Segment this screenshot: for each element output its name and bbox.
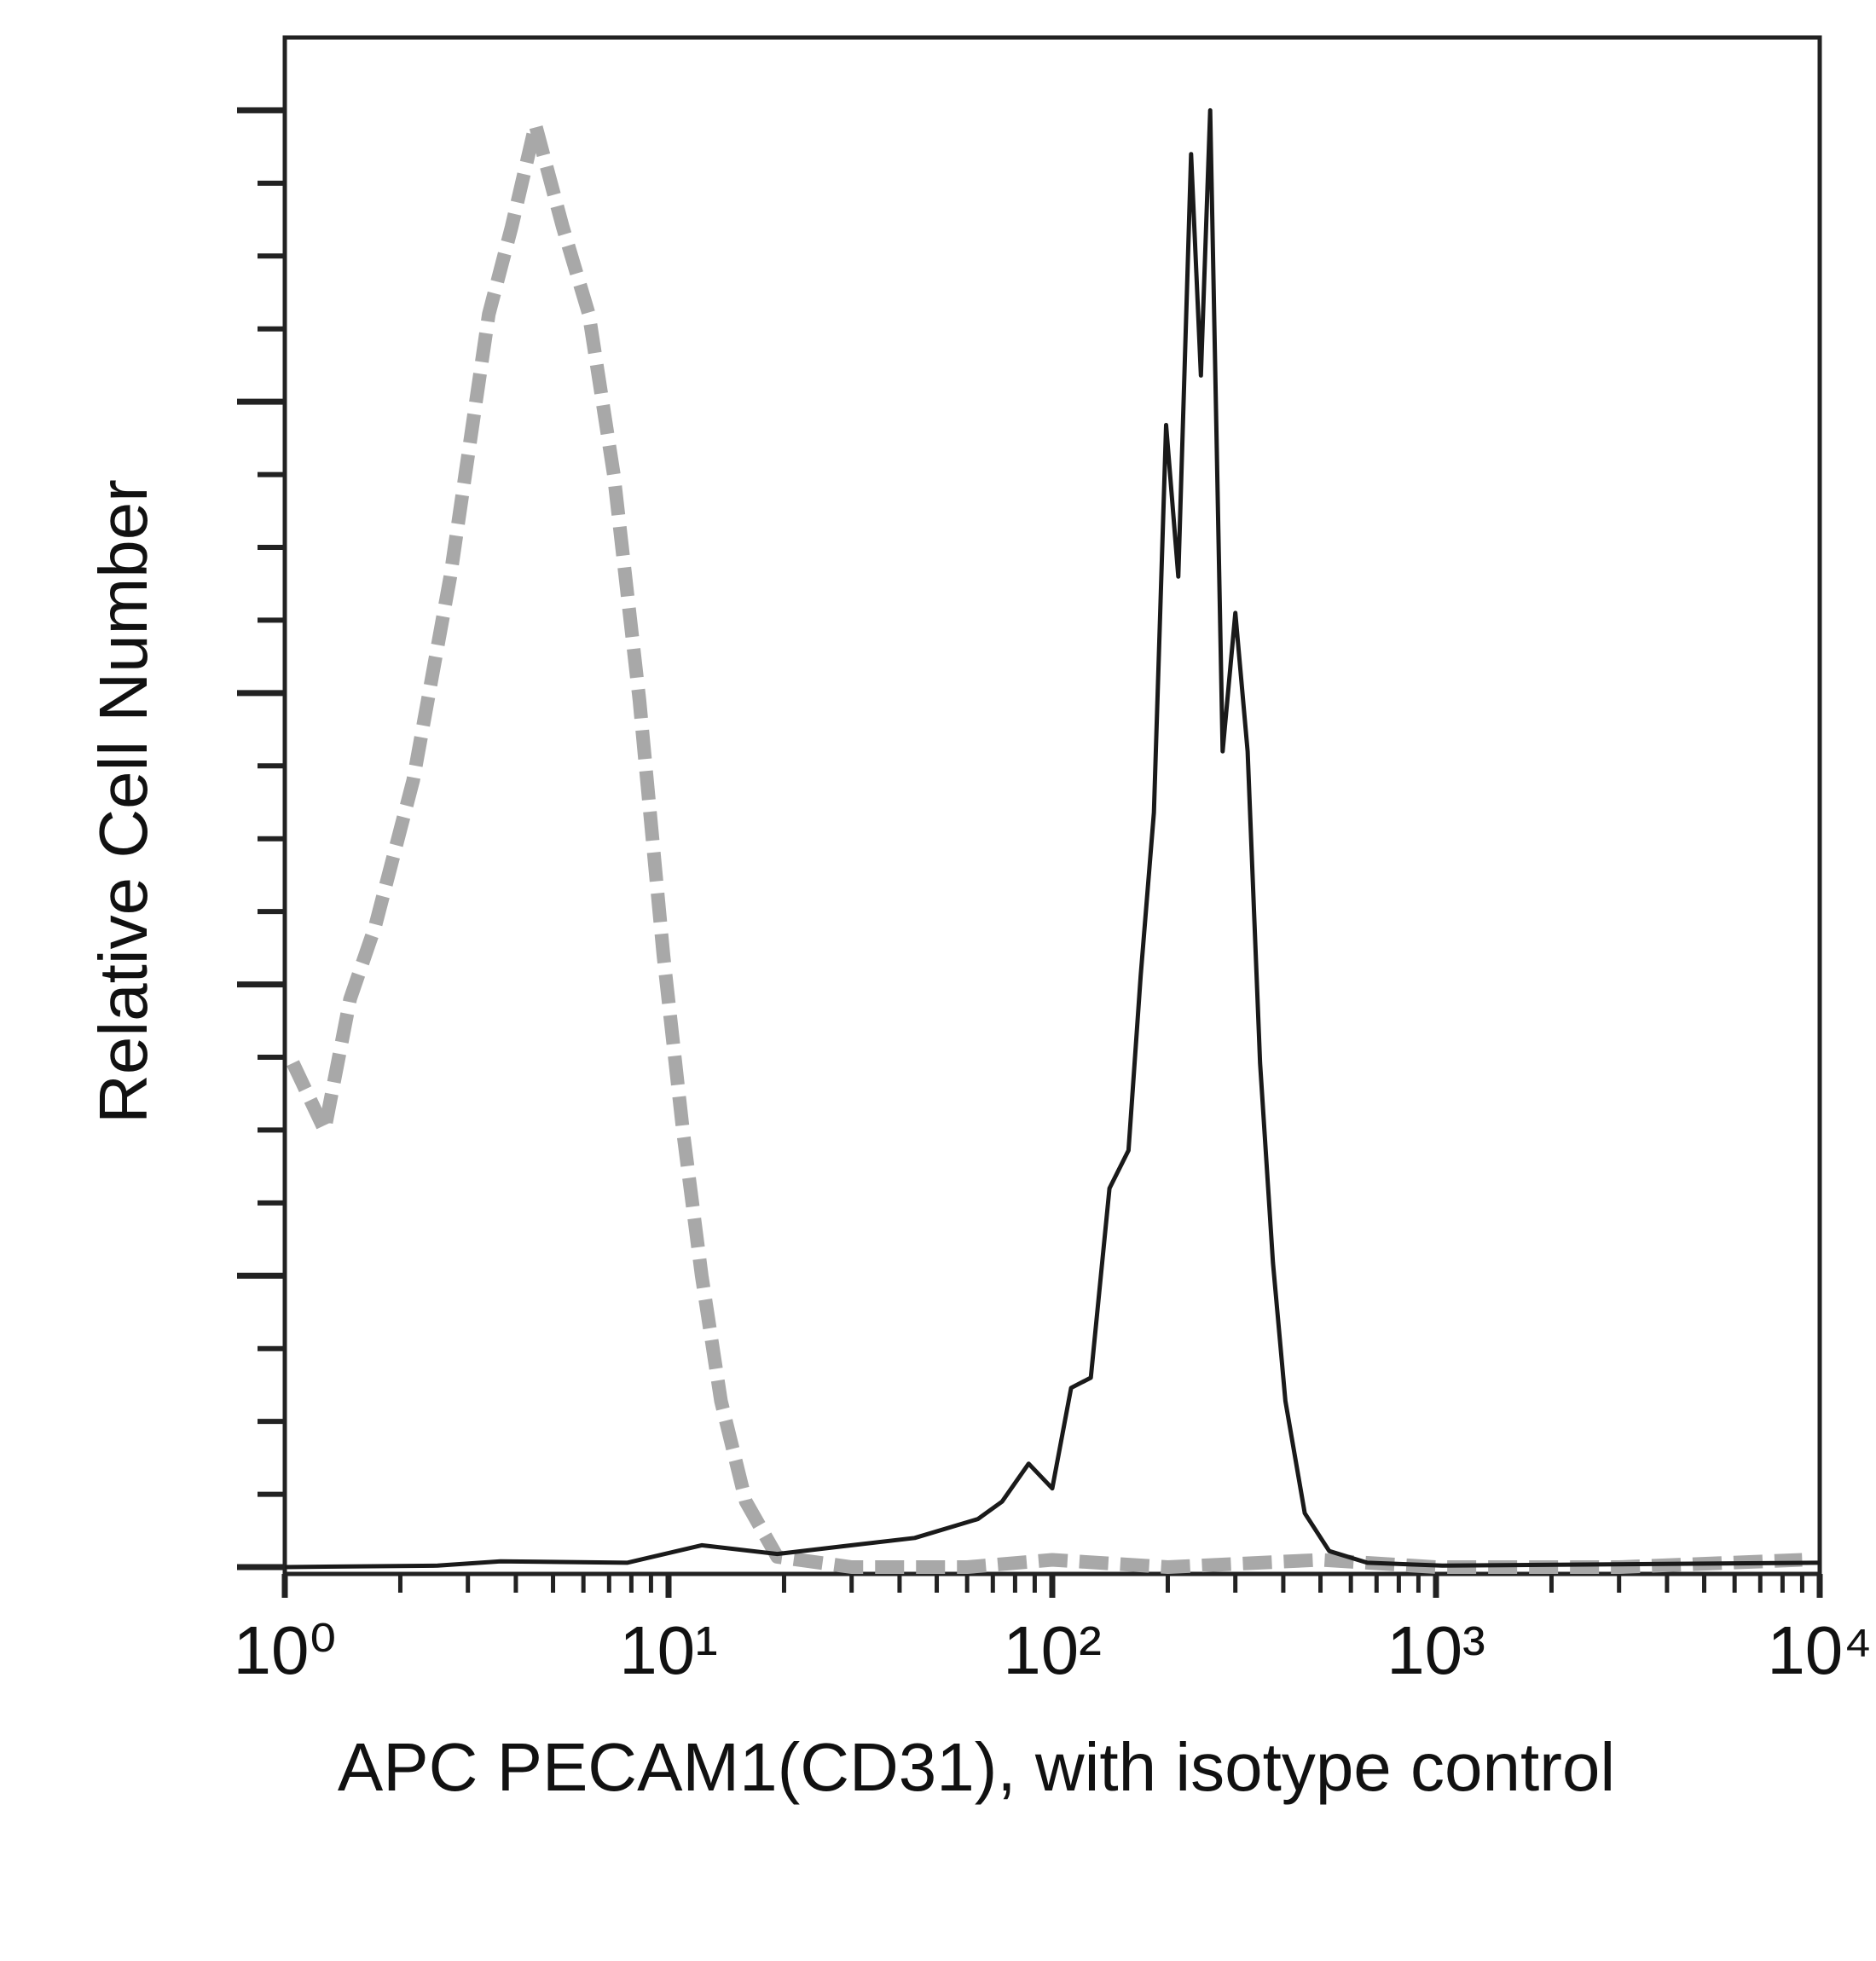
x-tick-label: 10¹ <box>619 1612 718 1688</box>
histogram-line <box>284 107 1821 1570</box>
isotype-line <box>287 118 1803 1574</box>
x-tick-label: 10² <box>1003 1612 1102 1688</box>
y-axis-label: Relative Cell Number <box>85 479 161 1124</box>
plot-frame <box>282 35 1822 1576</box>
x-tick-label: 10⁰ <box>233 1612 336 1688</box>
x-axis-label: APC PECAM1(CD31), with isotype control <box>338 1729 1615 1805</box>
x-tick-label: 10³ <box>1387 1612 1485 1688</box>
x-tick-label: 10⁴ <box>1767 1612 1872 1688</box>
